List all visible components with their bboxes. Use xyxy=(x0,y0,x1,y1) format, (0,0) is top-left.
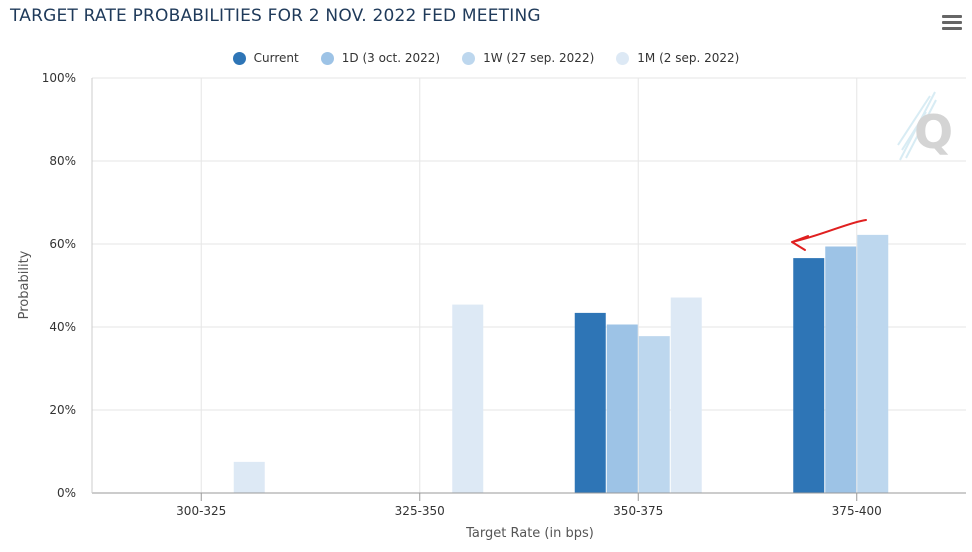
x-tick-label: 325-350 xyxy=(395,504,445,518)
y-tick-label: 100% xyxy=(42,71,76,85)
bar-375-400-series-2[interactable] xyxy=(857,235,888,493)
x-axis-title: Target Rate (in bps) xyxy=(465,526,594,541)
x-tick-label: 300-325 xyxy=(176,504,226,518)
bar-350-375-series-1[interactable] xyxy=(607,325,638,493)
y-axis-title: Probability xyxy=(17,250,32,319)
q-watermark-logo: Q xyxy=(898,92,953,160)
bar-325-350-series-3[interactable] xyxy=(452,305,483,493)
bar-350-375-series-2[interactable] xyxy=(639,336,670,493)
y-tick-label: 80% xyxy=(49,154,76,168)
bar-350-375-series-0[interactable] xyxy=(575,313,606,493)
y-tick-label: 40% xyxy=(49,320,76,334)
bar-300-325-series-3[interactable] xyxy=(234,462,265,493)
y-tick-label: 60% xyxy=(49,237,76,251)
y-tick-label: 0% xyxy=(57,486,76,500)
red-arrow-annotation xyxy=(792,220,866,250)
bar-375-400-series-1[interactable] xyxy=(825,246,856,493)
svg-text:Q: Q xyxy=(914,105,953,159)
bar-350-375-series-3[interactable] xyxy=(671,298,702,493)
bar-375-400-series-0[interactable] xyxy=(793,258,824,493)
x-tick-label: 375-400 xyxy=(832,504,882,518)
x-tick-label: 350-375 xyxy=(613,504,663,518)
y-tick-label: 20% xyxy=(49,403,76,417)
bars xyxy=(234,235,889,493)
